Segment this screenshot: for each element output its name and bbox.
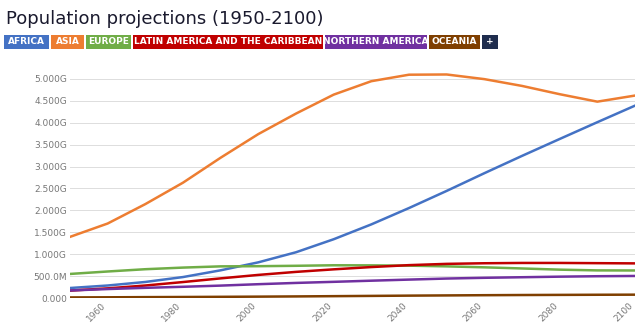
Text: AFRICA: AFRICA bbox=[8, 38, 45, 46]
Text: OCEANIA: OCEANIA bbox=[432, 38, 477, 46]
Text: LATIN AMERICA AND THE CARIBBEAN: LATIN AMERICA AND THE CARIBBEAN bbox=[134, 38, 322, 46]
Text: +: + bbox=[486, 38, 493, 46]
Text: Population projections (1950-2100): Population projections (1950-2100) bbox=[6, 10, 324, 28]
Text: EUROPE: EUROPE bbox=[88, 38, 129, 46]
Text: ASIA: ASIA bbox=[56, 38, 79, 46]
Text: NORTHERN AMERICA: NORTHERN AMERICA bbox=[323, 38, 429, 46]
